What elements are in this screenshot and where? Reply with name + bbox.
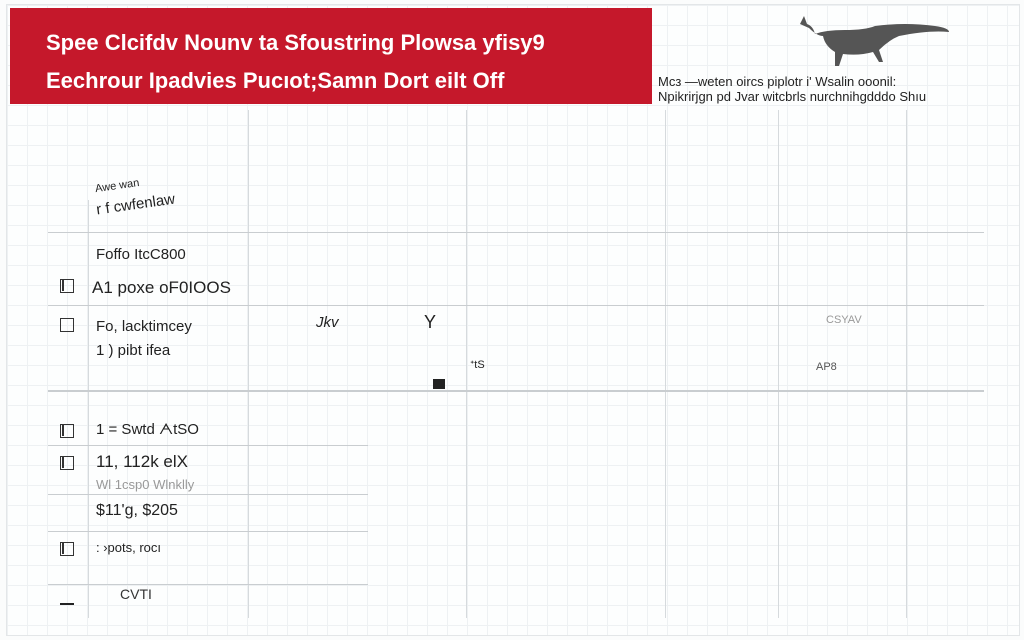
column-divider — [248, 110, 249, 618]
row-text: 11, 112k elX — [96, 452, 188, 471]
row-divider — [48, 531, 368, 532]
column-divider — [665, 110, 666, 618]
row-right-text: CSYAV — [826, 314, 862, 326]
row-text: A1 poxe oF0IOOS — [92, 278, 231, 297]
header-banner: Spee Clcifdv Nounv ta Sfoustring Plowsa … — [10, 8, 652, 104]
row-text: 1 = Swtd ᗅtSO — [96, 421, 199, 438]
row-mark: ᐩtS — [470, 359, 485, 371]
row-checkbox[interactable] — [60, 424, 74, 438]
row-divider — [48, 232, 984, 233]
row-subtext: 1 ) pibt ifea — [96, 342, 171, 359]
row-divider — [48, 390, 984, 392]
row-mark: Jkv — [316, 314, 339, 331]
row-right-text: AP8 — [816, 361, 837, 373]
column-divider — [466, 110, 467, 618]
row-text: : ›pots, rocı — [96, 540, 162, 555]
row-text: CVTI — [120, 586, 152, 602]
dash-icon — [60, 603, 74, 605]
animal-silhouette-icon — [800, 16, 949, 66]
flag-icon — [433, 379, 445, 389]
row-divider — [48, 305, 984, 306]
row-checkbox[interactable] — [60, 456, 74, 470]
row-checkbox[interactable] — [60, 318, 74, 332]
column-divider — [88, 200, 89, 618]
header-note-line2: Npikrirjgn pd Jvar witcbrls nurchnihgddd… — [658, 89, 927, 104]
header-note-line1: Mcз —weten oircs piplotr i' Wsalin oooni… — [658, 74, 897, 89]
row-divider — [48, 445, 368, 446]
row-checkbox[interactable] — [60, 542, 74, 556]
row-divider — [48, 584, 368, 585]
row-text: Foffo ItcC800 — [96, 246, 186, 263]
row-text: $11'g, $205 — [96, 502, 178, 519]
row-text: Fo, lacktimcey — [96, 318, 192, 335]
grid-sheet — [6, 4, 1020, 636]
row-mark: Y — [424, 312, 437, 332]
column-divider — [778, 110, 779, 618]
row-subtext: Wl 1csp0 Wlnklly — [96, 477, 195, 492]
row-divider — [48, 494, 368, 495]
row-checkbox[interactable] — [60, 279, 74, 293]
header-title-line1: Spee Clcifdv Nounv ta Sfoustring Plowsa … — [46, 30, 545, 55]
header-title-line2: Eechrour Ipadvies Pucıot;Samn Dort eilt … — [46, 68, 505, 93]
column-divider — [906, 110, 907, 618]
